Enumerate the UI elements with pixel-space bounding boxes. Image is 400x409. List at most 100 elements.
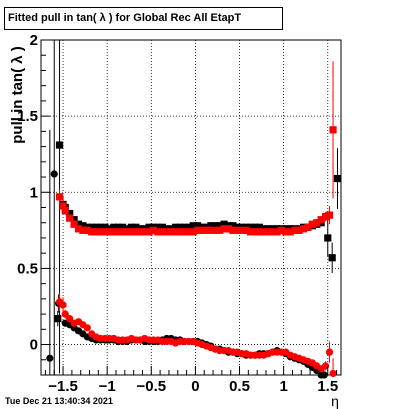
data-point (59, 301, 67, 309)
y-tick-label: 1.5 (17, 108, 38, 125)
data-point (329, 126, 337, 134)
data-point (220, 220, 228, 228)
data-point (202, 226, 211, 234)
data-point (277, 226, 286, 234)
data-point (171, 228, 180, 236)
series-3 (55, 292, 337, 378)
data-point (54, 315, 62, 323)
data-point (229, 226, 237, 234)
data-point (180, 228, 188, 236)
data-point (70, 216, 78, 224)
data-point (255, 228, 263, 236)
data-point (329, 369, 337, 378)
data-point (83, 226, 91, 234)
y-tick-label: 2 (30, 32, 38, 49)
data-point (61, 310, 69, 318)
data-point (251, 228, 259, 236)
data-point (136, 228, 144, 236)
data-layer (46, 40, 342, 379)
data-point (158, 228, 166, 236)
plot-frame (40, 39, 342, 376)
data-point (295, 226, 303, 234)
data-point (154, 223, 162, 231)
grid-layer (41, 39, 341, 375)
data-point (55, 193, 64, 201)
data-point (127, 223, 136, 231)
data-point (224, 225, 233, 233)
data-point (308, 220, 316, 228)
data-point (158, 223, 166, 231)
data-point (70, 220, 78, 228)
data-point (229, 222, 237, 230)
data-point (269, 228, 277, 236)
data-point (123, 228, 131, 236)
data-point (233, 226, 241, 234)
data-point (260, 228, 268, 236)
data-point (324, 234, 332, 242)
x-tick-label: −1.5 (48, 378, 78, 395)
data-point (185, 228, 193, 236)
data-point (242, 226, 250, 234)
x-tick-label: 1 (279, 378, 287, 395)
data-point (132, 228, 140, 236)
data-point (59, 202, 67, 210)
data-point (180, 223, 188, 231)
data-point (105, 228, 113, 236)
data-point (88, 228, 96, 236)
data-point (127, 228, 136, 236)
data-point (79, 222, 87, 230)
data-point (246, 228, 255, 236)
data-point (149, 226, 158, 234)
data-point (74, 225, 83, 233)
x-tick-label: −0.5 (136, 378, 166, 395)
x-tick-label: 0.5 (229, 378, 250, 395)
y-tick-label: 0.5 (17, 260, 38, 277)
data-point (50, 170, 58, 178)
data-point (66, 214, 74, 222)
data-point (114, 223, 122, 231)
data-point (185, 223, 193, 231)
data-point (55, 141, 64, 149)
data-point (251, 223, 259, 231)
data-point (286, 228, 294, 236)
data-point (119, 223, 127, 231)
data-point (92, 223, 100, 231)
data-point (145, 228, 153, 236)
timestamp: Tue Dec 21 13:40:34 2021 (5, 396, 113, 406)
data-point (207, 226, 215, 234)
data-point (246, 223, 255, 231)
x-tick-label: 0 (191, 378, 199, 395)
data-point (74, 220, 83, 228)
data-point (110, 223, 118, 231)
series-4 (55, 61, 337, 236)
data-point (282, 228, 290, 236)
data-point (88, 223, 96, 231)
data-point (141, 228, 149, 236)
y-tick-label: 1 (30, 184, 38, 201)
data-point (110, 228, 118, 236)
data-point (154, 228, 162, 236)
data-point (46, 354, 54, 362)
data-point (273, 228, 281, 236)
data-point (211, 226, 219, 234)
data-point (264, 228, 272, 236)
data-point (145, 223, 153, 231)
data-point (317, 216, 325, 224)
data-point (66, 209, 74, 218)
data-point (321, 213, 330, 221)
y-tick-label: 0 (30, 337, 38, 354)
chart-title: Fitted pull in tan( λ ) for Global Rec A… (4, 7, 283, 30)
data-point (167, 228, 175, 236)
data-point (207, 222, 215, 230)
data-point (325, 211, 334, 219)
x-axis-title: η (331, 393, 339, 409)
data-point (114, 228, 122, 236)
data-point (176, 223, 184, 231)
data-point (96, 228, 105, 236)
data-point (291, 226, 299, 234)
data-point (61, 206, 69, 215)
data-point (163, 228, 171, 236)
data-point (189, 228, 197, 236)
data-point (304, 223, 312, 231)
